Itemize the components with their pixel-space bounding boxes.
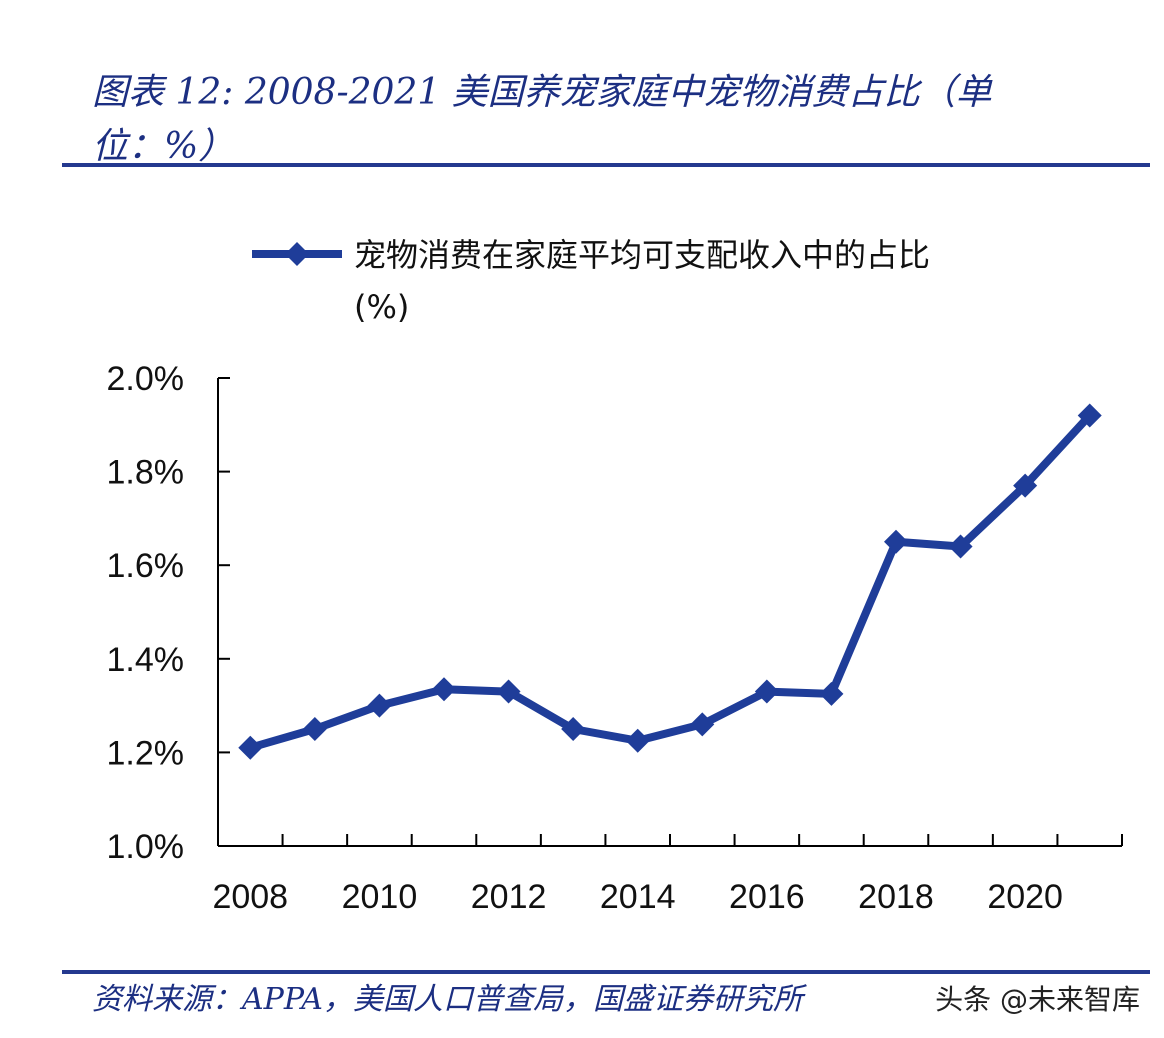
source-note: 资料来源：APPA，美国人口普查局，国盛证券研究所	[92, 982, 803, 1017]
data-point	[1013, 473, 1038, 498]
data-point	[367, 693, 392, 718]
x-tick-label: 2010	[342, 878, 418, 916]
legend: 宠物消费在家庭平均可支配收入中的占比(%)	[252, 236, 930, 326]
y-tick-label: 1.8%	[107, 454, 185, 492]
data-point	[754, 679, 779, 704]
data-point	[948, 534, 973, 559]
legend-label: 宠物消费在家庭平均可支配收入中的占比(%)	[354, 236, 930, 326]
line-chart: 宠物消费在家庭平均可支配收入中的占比(%) 1.0%1.2%1.4%1.6%1.…	[107, 236, 1123, 916]
data-point	[496, 679, 521, 704]
y-tick-label: 1.4%	[107, 641, 185, 679]
x-tick-label: 2012	[471, 878, 547, 916]
data-point	[302, 717, 327, 741]
data-point	[690, 712, 715, 737]
y-axis-labels: 1.0% 1.2% 1.4% 1.6% 1.8% 2.0%	[107, 360, 185, 866]
title-divider	[62, 163, 1150, 167]
footer-divider	[62, 970, 1150, 974]
watermark: 头条 @未来智库	[935, 983, 1140, 1016]
data-point	[561, 717, 586, 741]
x-tick-label: 2008	[212, 878, 288, 916]
chart-title: 图表 12: 2008-2021 美国养宠家庭中宠物消费占比（单位：%）	[92, 72, 992, 167]
x-axis-labels: 2008 2010 2012 2014 2016 2018 2020	[212, 878, 1062, 916]
data-point	[819, 681, 844, 706]
data-point	[432, 677, 456, 702]
data-point	[1077, 403, 1102, 428]
series-group	[238, 403, 1102, 760]
x-tick-label: 2018	[858, 878, 934, 916]
x-tick-label: 2016	[729, 878, 805, 916]
y-tick-label: 1.6%	[107, 547, 185, 585]
data-point	[625, 728, 650, 753]
y-tick-label: 2.0%	[107, 360, 185, 398]
x-tick-label: 2020	[987, 878, 1063, 916]
data-point	[238, 735, 263, 760]
data-point	[884, 529, 908, 554]
y-tick-label: 1.0%	[107, 828, 185, 866]
y-tick-label: 1.2%	[107, 734, 185, 772]
legend-marker-swatch	[285, 242, 309, 266]
axes	[217, 377, 1123, 847]
x-tick-label: 2014	[600, 878, 676, 916]
